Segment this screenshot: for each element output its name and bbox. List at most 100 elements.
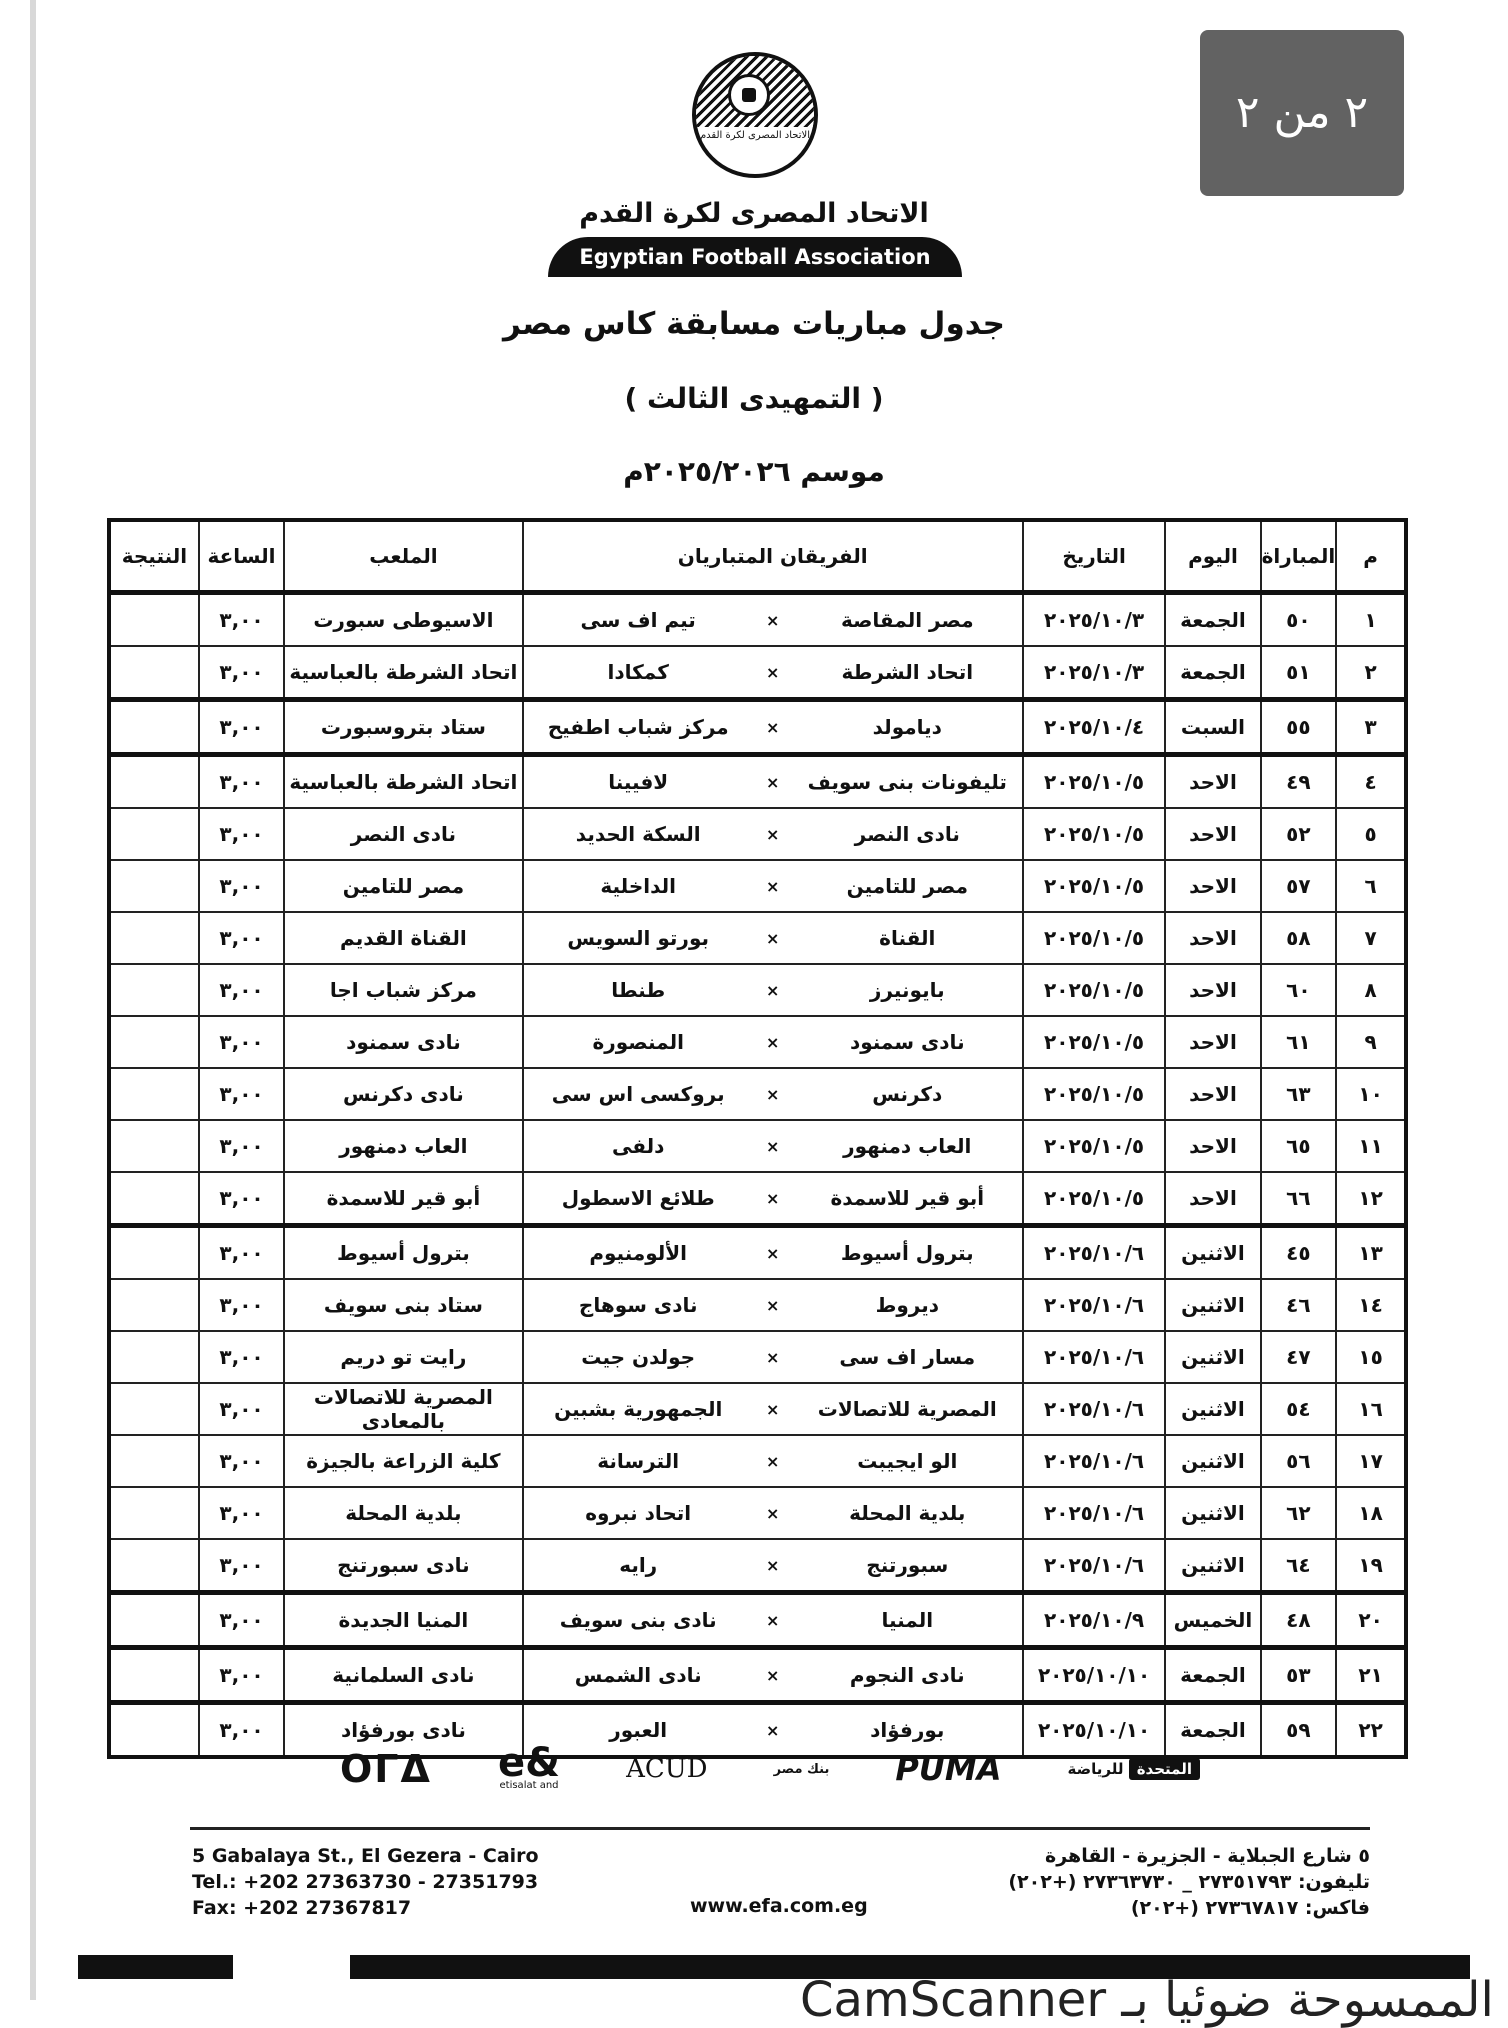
website-link[interactable]: www.efa.com.eg [690, 1895, 868, 1917]
result [108, 1015, 200, 1069]
match-day: الجمعة [1164, 1646, 1262, 1705]
match-day: الاثنين [1164, 1434, 1262, 1488]
teams-cell: القناة × بورتو السويس [521, 911, 1024, 965]
kickoff-time: ٣,٠٠ [197, 1382, 286, 1436]
match-date: ٢٠٢٥/١٠/٦ [1021, 1278, 1167, 1332]
home-team: مسار اف سى [839, 1345, 976, 1369]
match-date-text: ٢٠٢٥/١٠/٥ [1044, 1082, 1145, 1106]
football-icon [728, 74, 770, 116]
match-number: ٦٢ [1259, 1486, 1338, 1540]
scan-bar [350, 1955, 1470, 1979]
home-team: المصرية للاتصالات [817, 1397, 997, 1421]
match-date-text: ٢٠٢٥/١٠/٦ [1044, 1241, 1145, 1265]
acud-logo: ACUD [626, 1754, 708, 1784]
table-row: ١٥ ٤٧ الاثنين ٢٠٢٥/١٠/٦ مسار اف سى × جولدن جيت… [108, 1330, 1407, 1384]
match-date-text: ٢٠٢٥/١٠/٥ [1044, 770, 1145, 794]
season-title: موسم ٢٠٢٥/٢٠٢٦م [623, 455, 885, 488]
venue: نادى النصر [283, 807, 524, 861]
match-number: ٥١ [1259, 645, 1338, 702]
away-team: العبور [609, 1718, 668, 1742]
kickoff-time: ٣,٠٠ [197, 1067, 286, 1121]
teams-cell: المنيا × نادى بنى سويف [521, 1591, 1024, 1650]
kickoff-time: ٣,٠٠ [197, 753, 286, 809]
col-header-day: اليوم [1164, 519, 1262, 595]
table-row: ٦ ٥٧ الاحد ٢٠٢٥/١٠/٥ مصر للتامين × الداخلية مصر… [108, 859, 1407, 913]
result [108, 1067, 200, 1121]
row-number: ١٤ [1335, 1278, 1407, 1332]
address-english: 5 Gabalaya St., El Gezera - Cairo Tel.: … [192, 1843, 539, 1921]
row-number: ٧ [1335, 911, 1407, 965]
match-date: ٢٠٢٥/١٠/٦ [1021, 1224, 1167, 1280]
teams-cell: تليفونات بنى سويف × لافيينا [521, 753, 1024, 809]
versus-mark: × [766, 824, 780, 844]
match-date-text: ٢٠٢٥/١٠/٣ [1044, 608, 1145, 632]
row-number: ١٩ [1335, 1538, 1407, 1595]
away-team: الداخلية [600, 874, 677, 898]
match-date: ٢٠٢٥/١٠/٥ [1021, 753, 1167, 809]
match-date: ٢٠٢٥/١٠/٦ [1021, 1486, 1167, 1540]
united-logo-text: المتحدة [1128, 1758, 1200, 1780]
teams-cell: ديامولد × مركز شباب اطفيح [521, 698, 1024, 757]
home-team: القناة [879, 926, 936, 950]
table-row: ١٢ ٦٦ الاحد ٢٠٢٥/١٠/٥ أبو قير للاسمدة × طلائع … [108, 1171, 1407, 1228]
org-name-english: Egyptian Football Association [548, 237, 962, 277]
kickoff-time: ٣,٠٠ [197, 1224, 286, 1280]
home-team: مصر المقاصة [840, 608, 974, 632]
match-date-text: ٢٠٢٥/١٠/٣ [1044, 660, 1145, 684]
versus-mark: × [766, 1555, 780, 1575]
teams-cell: نادى سمنود × المنصورة [521, 1015, 1024, 1069]
eand-logo-text: e& [498, 1740, 561, 1786]
teams-cell: بورفؤاد × العبور [521, 1701, 1024, 1758]
versus-mark: × [766, 1136, 780, 1156]
versus-mark: × [766, 1188, 780, 1208]
table-row: ١٣ ٤٥ الاثنين ٢٠٢٥/١٠/٦ بترول أسيوط × الألومني… [108, 1224, 1407, 1280]
home-team: اتحاد الشرطة [841, 660, 974, 684]
match-number: ٥٧ [1259, 859, 1338, 913]
home-team: نادى سمنود [849, 1030, 965, 1054]
match-day: الاثنين [1164, 1278, 1262, 1332]
result [108, 1382, 200, 1436]
puma-logo: PUMA [895, 1750, 1002, 1788]
table-row: ٢ ٥١ الجمعة ٢٠٢٥/١٠/٣ اتحاد الشرطة × كمكادا اتح… [108, 645, 1407, 702]
away-team: نادى بنى سويف [559, 1608, 717, 1632]
venue: مصر للتامين [283, 859, 524, 913]
match-date-text: ٢٠٢٥/١٠/٥ [1044, 874, 1145, 898]
away-team: بروكسى اس سى [551, 1082, 725, 1106]
away-team: مركز شباب اطفيح [547, 715, 729, 739]
away-team: طلائع الاسطول [561, 1186, 715, 1210]
teams-cell: سبورتنج × رايه [521, 1538, 1024, 1595]
versus-mark: × [766, 1084, 780, 1104]
table-row: ١١ ٦٥ الاحد ٢٠٢٥/١٠/٥ العاب دمنهور × دلفى العاب… [108, 1119, 1407, 1173]
venue: كلية الزراعة بالجيزة [283, 1434, 524, 1488]
row-number: ١١ [1335, 1119, 1407, 1173]
match-date-text: ٢٠٢٥/١٠/١٠ [1037, 1718, 1151, 1742]
venue: اتحاد الشرطة بالعباسية [283, 753, 524, 809]
teams-cell: أبو قير للاسمدة × طلائع الاسطول [521, 1171, 1024, 1228]
match-day: السبت [1164, 698, 1262, 757]
scan-bar [78, 1955, 233, 1979]
teams-cell: مصر المقاصة × تيم اف سى [521, 591, 1024, 647]
teams-cell: نادى النجوم × نادى الشمس [521, 1646, 1024, 1705]
row-number: ٢١ [1335, 1646, 1407, 1705]
match-day: الاحد [1164, 859, 1262, 913]
eand-logo: e& etisalat and [498, 1743, 560, 1792]
kickoff-time: ٣,٠٠ [197, 1646, 286, 1705]
table-row: ٢٢ ٥٩ الجمعة ٢٠٢٥/١٠/١٠ بورفؤاد × العبور نادى ب… [108, 1701, 1407, 1758]
teams-cell: بايونيرز × طنطا [521, 963, 1024, 1017]
row-number: ٨ [1335, 963, 1407, 1017]
match-date-text: ٢٠٢٥/١٠/٥ [1044, 822, 1145, 846]
row-number: ١٨ [1335, 1486, 1407, 1540]
united-sports-logo: المتحدة للرياضة [1068, 1758, 1200, 1780]
match-date-text: ٢٠٢٥/١٠/٥ [1044, 1134, 1145, 1158]
eand-logo-sub: etisalat and [499, 1780, 559, 1791]
match-number: ٤٧ [1259, 1330, 1338, 1384]
footer-divider [190, 1827, 1370, 1830]
kickoff-time: ٣,٠٠ [197, 1015, 286, 1069]
match-day: الاحد [1164, 807, 1262, 861]
teams-cell: بترول أسيوط × الألومنيوم [521, 1224, 1024, 1280]
round-title: ( التمهيدى الثالث ) [624, 382, 884, 415]
teams-cell: المصرية للاتصالات × الجمهورية بشبين [521, 1382, 1024, 1436]
match-date-text: ٢٠٢٥/١٠/٦ [1044, 1397, 1145, 1421]
result [108, 753, 200, 809]
fixtures-table: م المباراة اليوم التاريخ الفريقان المتبا… [107, 518, 1408, 1759]
